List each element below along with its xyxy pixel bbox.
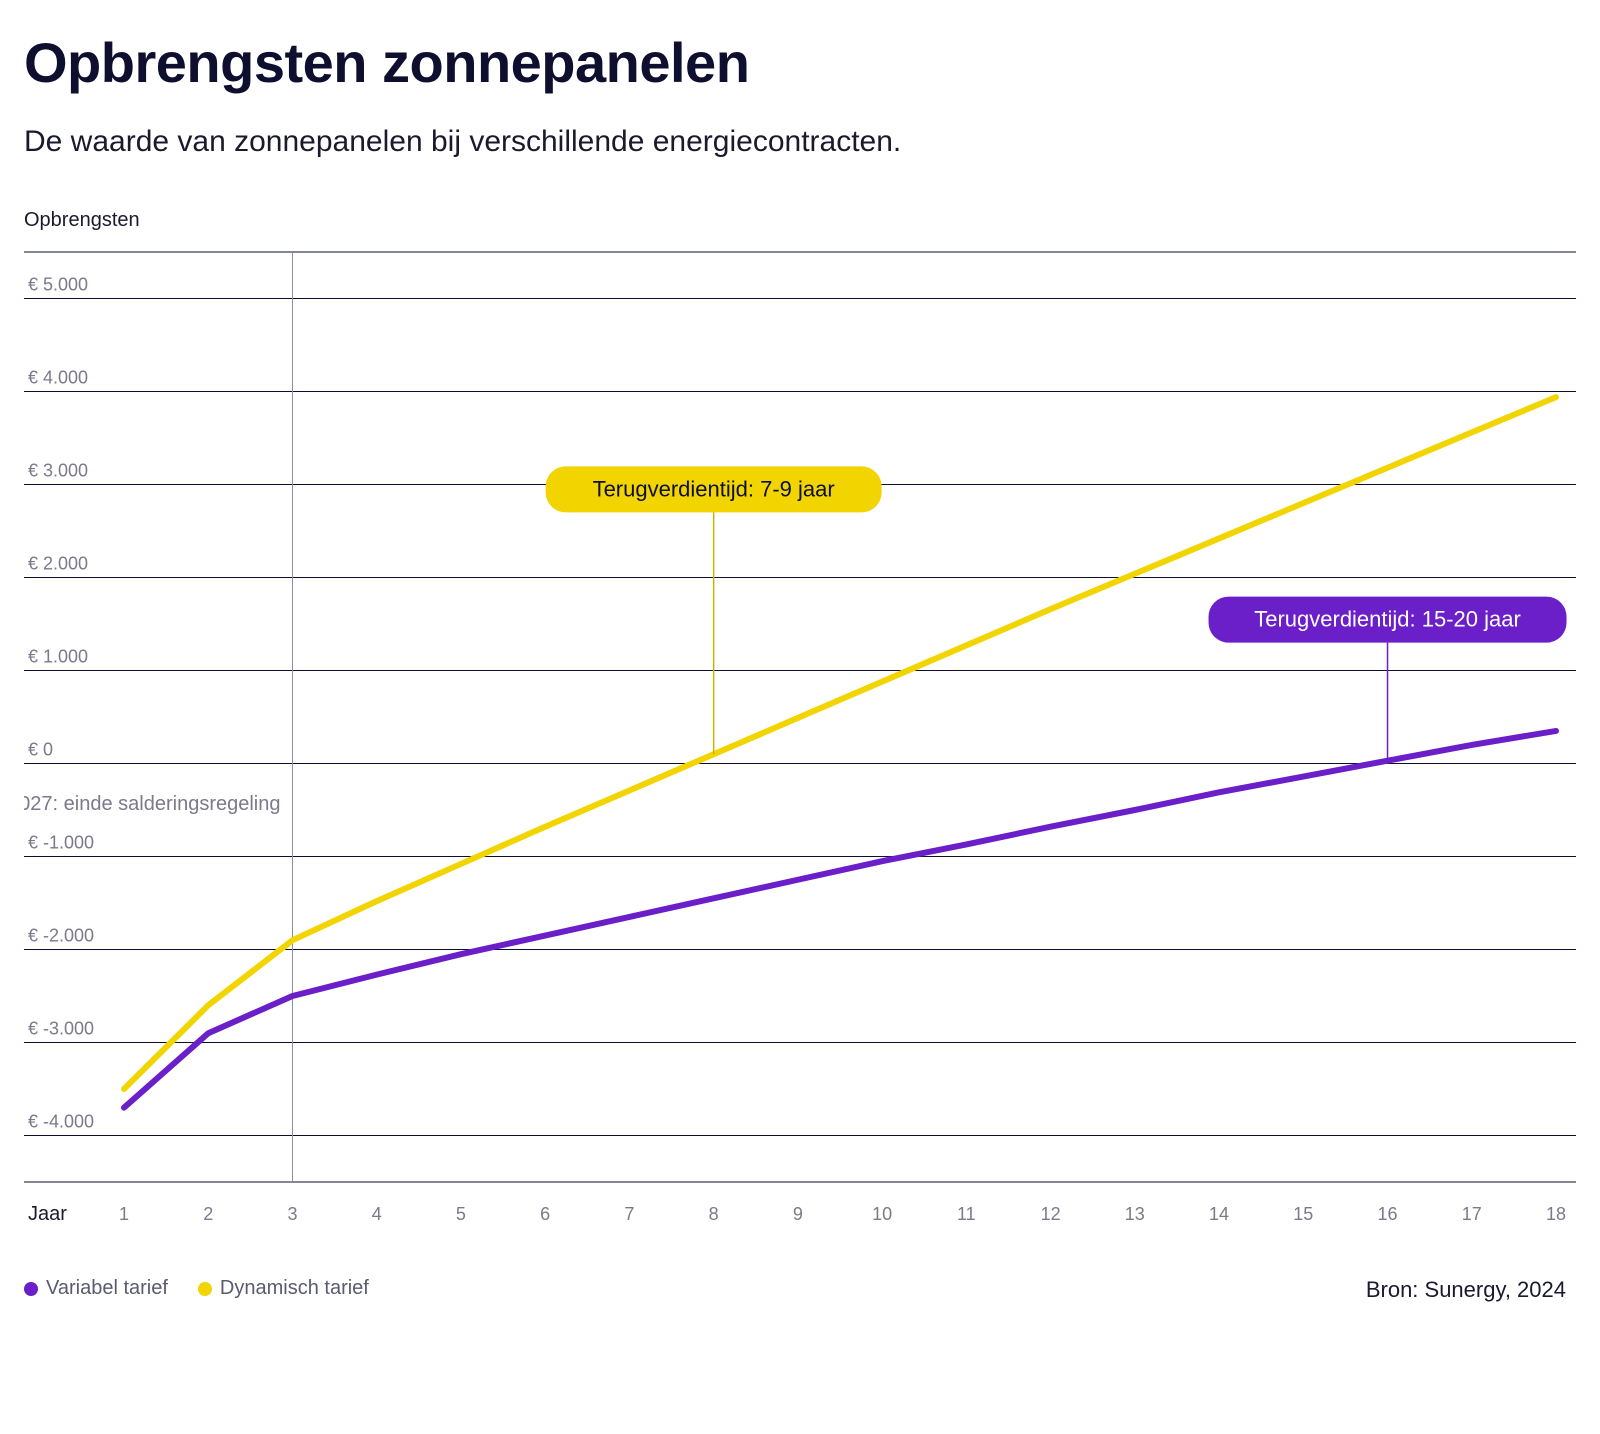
legend-swatch	[24, 1282, 38, 1296]
y-tick-label: € 0	[28, 740, 53, 760]
chart-area: € -4.000 € -3.000 € -2.000 € -1.000 € 0 € 1.0…	[24, 242, 1576, 1247]
source-label: Bron: Sunergy, 2024	[1366, 1277, 1566, 1303]
x-tick-label: 16	[1378, 1204, 1398, 1224]
reference-vline-label: 2027: einde salderingsregeling	[24, 793, 280, 815]
y-tick-label: € 3.000	[28, 461, 88, 481]
legend-item: Dynamisch tarief	[198, 1277, 369, 1300]
legend-swatch	[198, 1282, 212, 1296]
legend: Variabel tarief Dynamisch tarief	[24, 1277, 369, 1300]
x-tick-label: 4	[372, 1204, 382, 1224]
y-tick-label: € 1.000	[28, 647, 88, 667]
x-tick-label: 7	[624, 1204, 634, 1224]
chart-subtitle: De waarde van zonnepanelen bij verschill…	[24, 125, 1576, 159]
legend-item: Variabel tarief	[24, 1277, 168, 1300]
y-axis-title: Opbrengsten	[24, 209, 1576, 232]
x-tick-label: 8	[709, 1204, 719, 1224]
x-tick-label: 5	[456, 1204, 466, 1224]
y-tick-label: € -3.000	[28, 1019, 94, 1039]
callout: Terugverdientijd: 7-9 jaar	[546, 466, 882, 754]
x-tick-label: 17	[1462, 1204, 1482, 1224]
y-tick-label: € 2.000	[28, 554, 88, 574]
x-tick-label: 1	[119, 1204, 129, 1224]
x-tick-label: 9	[793, 1204, 803, 1224]
x-tick-label: 15	[1293, 1204, 1313, 1224]
x-tick-label: 14	[1209, 1204, 1229, 1224]
y-tick-label: € -1.000	[28, 833, 94, 853]
x-tick-label: 2	[203, 1204, 213, 1224]
callout-text: Terugverdientijd: 7-9 jaar	[593, 476, 835, 501]
x-tick-label: 11	[957, 1204, 976, 1224]
chart-title: Opbrengsten zonnepanelen	[24, 30, 1576, 95]
x-tick-label: 6	[540, 1204, 550, 1224]
x-tick-label: 10	[872, 1204, 892, 1224]
y-tick-label: € 4.000	[28, 368, 88, 388]
x-tick-label: 13	[1125, 1204, 1145, 1224]
y-tick-label: € -4.000	[28, 1112, 94, 1132]
x-tick-label: 18	[1546, 1204, 1566, 1224]
y-tick-label: € 5.000	[28, 275, 88, 295]
callout-text: Terugverdientijd: 15-20 jaar	[1254, 607, 1521, 632]
line-chart-svg: € -4.000 € -3.000 € -2.000 € -1.000 € 0 € 1.0…	[24, 242, 1576, 1242]
legend-label: Dynamisch tarief	[220, 1277, 369, 1300]
y-tick-label: € -2.000	[28, 926, 94, 946]
legend-label: Variabel tarief	[46, 1277, 168, 1300]
x-axis-title: Jaar	[28, 1203, 67, 1225]
x-tick-label: 3	[287, 1204, 297, 1224]
x-tick-label: 12	[1041, 1204, 1061, 1224]
